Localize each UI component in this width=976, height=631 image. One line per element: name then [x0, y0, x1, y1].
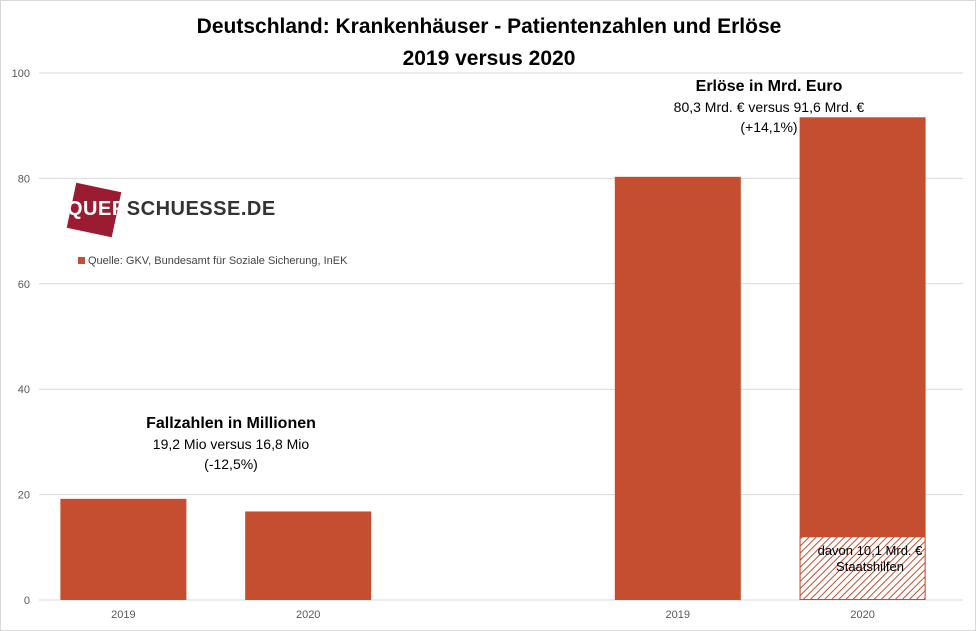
x-tick-label: 2020	[850, 609, 874, 621]
x-tick-label: 2020	[296, 609, 320, 621]
annotation-title: Erlöse in Mrd. Euro	[695, 78, 843, 95]
logo: QUERSCHUESSE.DE	[66, 182, 276, 238]
annotation-erloese: Erlöse in Mrd. Euro 80,3 Mrd. € versus 9…	[639, 78, 899, 135]
legend: Quelle: GKV, Bundesamt für Soziale Siche…	[78, 255, 347, 267]
legend-swatch	[78, 257, 85, 264]
annotation-line: 19,2 Mio versus 16,8 Mio	[152, 436, 310, 452]
annotation-fallzahlen: Fallzahlen in Millionen 19,2 Mio versus …	[101, 415, 361, 472]
y-tick-label: 40	[18, 384, 30, 396]
hatched-label: davon 10,1 Mrd. € Staatshilfen	[807, 543, 933, 575]
chart-subtitle: 2019 versus 2020	[402, 47, 576, 70]
y-tick-label: 80	[18, 173, 30, 185]
annotation-line: (-12,5%)	[204, 456, 258, 472]
x-tick-label: 2019	[666, 609, 690, 621]
y-tick-label: 0	[24, 595, 30, 607]
y-tick-label: 100	[12, 68, 30, 80]
y-tick-label: 20	[18, 490, 30, 502]
bar	[799, 117, 926, 600]
bar	[60, 498, 187, 600]
logo-text-2: SCHUESSE.DE	[126, 198, 276, 220]
chart-title: Deutschland: Krankenhäuser - Patientenza…	[196, 15, 782, 38]
hatched-bar-segment	[799, 536, 926, 601]
annotation-line: (+14,1%)	[740, 119, 798, 135]
logo-text-1: QUER	[67, 198, 127, 220]
y-tick-label: 60	[18, 279, 30, 291]
hatched-label-line: Staatshilfen	[836, 559, 904, 574]
bar	[245, 511, 372, 600]
x-tick-label: 2019	[111, 609, 135, 621]
annotation-line: 80,3 Mrd. € versus 91,6 Mrd. €	[673, 99, 865, 115]
bar	[614, 176, 741, 600]
annotation-title: Fallzahlen in Millionen	[146, 415, 316, 432]
hatched-label-line: davon 10,1 Mrd. €	[817, 543, 923, 558]
legend-label: Quelle: GKV, Bundesamt für Soziale Siche…	[88, 255, 348, 267]
